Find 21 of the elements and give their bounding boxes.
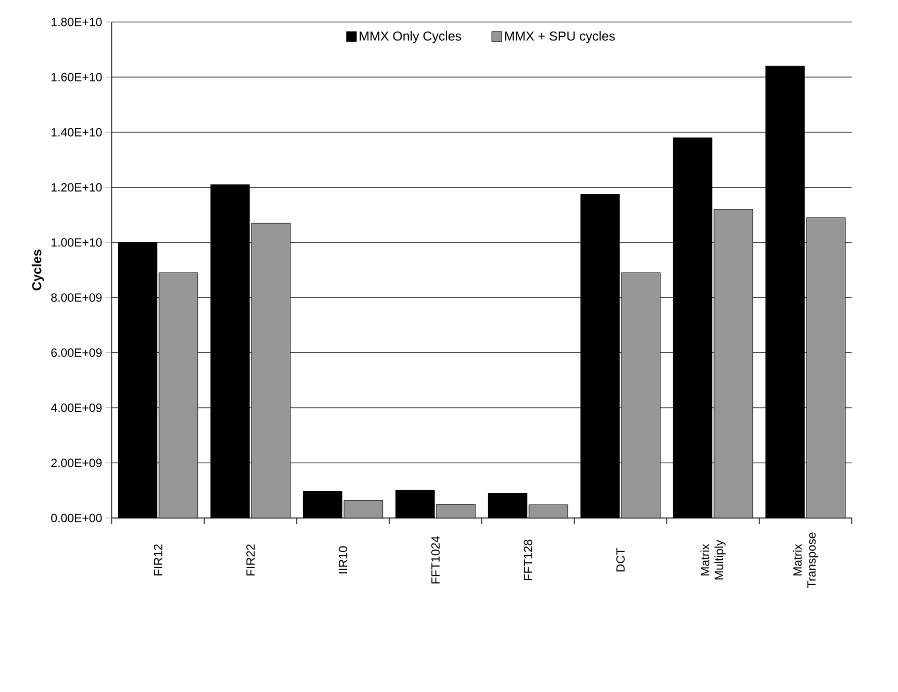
x-tick-label: IIR10	[338, 546, 348, 574]
y-axis-title: Cycles	[32, 250, 44, 290]
x-tick-label: FFT128	[524, 540, 532, 580]
y-tick-label: 6.00E+09	[51, 348, 102, 357]
y-tick-label: 4.00E+09	[50, 404, 102, 412]
y-tick-label: 1.20E+10	[52, 183, 102, 192]
y-tick-label: 1.40E+10	[52, 128, 102, 136]
x-tick-label: Matrix Transpose	[792, 532, 818, 588]
y-tick-label: 1.80E+10	[52, 18, 102, 26]
x-tick-label: FIR12	[154, 544, 162, 576]
x-tick-label: FIR22	[246, 544, 255, 576]
y-tick-label: 2.00E+09	[51, 458, 102, 468]
legend-label: MMX + SPU cycles	[505, 31, 615, 44]
y-tick-label: 0.00E+00	[51, 514, 102, 522]
legend-label: MMX Only Cycles	[360, 31, 462, 44]
x-tick-label: FFT1024	[431, 536, 440, 584]
y-tick-label: 1.60E+10	[52, 72, 102, 82]
x-tick-label: Matrix Multiply	[700, 540, 726, 580]
x-tick-label: DCT	[616, 548, 625, 572]
y-tick-label: 8.00E+09	[51, 293, 102, 302]
y-tick-label: 1.00E+10	[52, 238, 102, 247]
